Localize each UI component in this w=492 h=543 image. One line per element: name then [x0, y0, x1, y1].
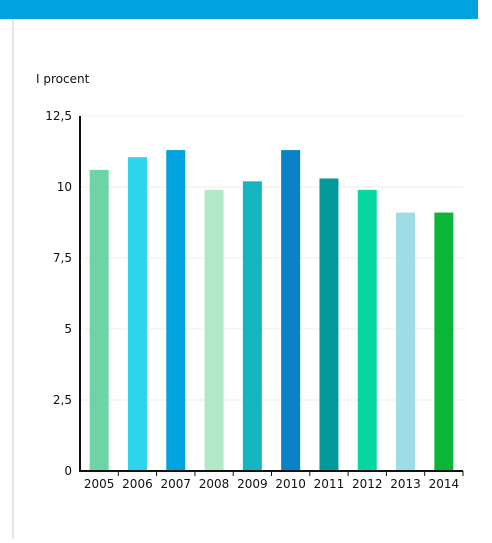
y-tick-label: 0: [64, 464, 72, 478]
x-tick-label: 2009: [237, 477, 268, 491]
bar-2006: [127, 157, 147, 471]
left-divider: [12, 19, 14, 539]
y-tick-label: 5: [64, 322, 72, 336]
bar-2008: [204, 189, 224, 471]
bar-2014: [434, 212, 454, 471]
bar-2011: [319, 178, 339, 472]
x-tick-label: 2012: [352, 477, 383, 491]
bar-2012: [357, 189, 377, 471]
x-tick-label: 2014: [429, 477, 460, 491]
bar-2009: [242, 181, 262, 471]
y-axis-unit-label: I procent: [36, 72, 90, 86]
y-tick-label: 12,5: [45, 109, 72, 123]
top-banner: [0, 0, 478, 19]
x-tick-label: 2006: [122, 477, 153, 491]
y-tick-label: 7,5: [53, 251, 72, 265]
y-tick-label: 10: [57, 180, 72, 194]
x-tick-label: 2005: [84, 477, 115, 491]
x-tick-label: 2008: [199, 477, 230, 491]
x-tick-label: 2011: [314, 477, 345, 491]
bar-2005: [89, 169, 109, 471]
y-tick-label: 2,5: [53, 393, 72, 407]
bar-2010: [281, 150, 301, 471]
x-tick-label: 2007: [160, 477, 191, 491]
x-tick-label: 2010: [275, 477, 306, 491]
bar-2013: [396, 212, 416, 471]
x-tick-label: 2013: [390, 477, 421, 491]
bar-2007: [166, 150, 186, 471]
